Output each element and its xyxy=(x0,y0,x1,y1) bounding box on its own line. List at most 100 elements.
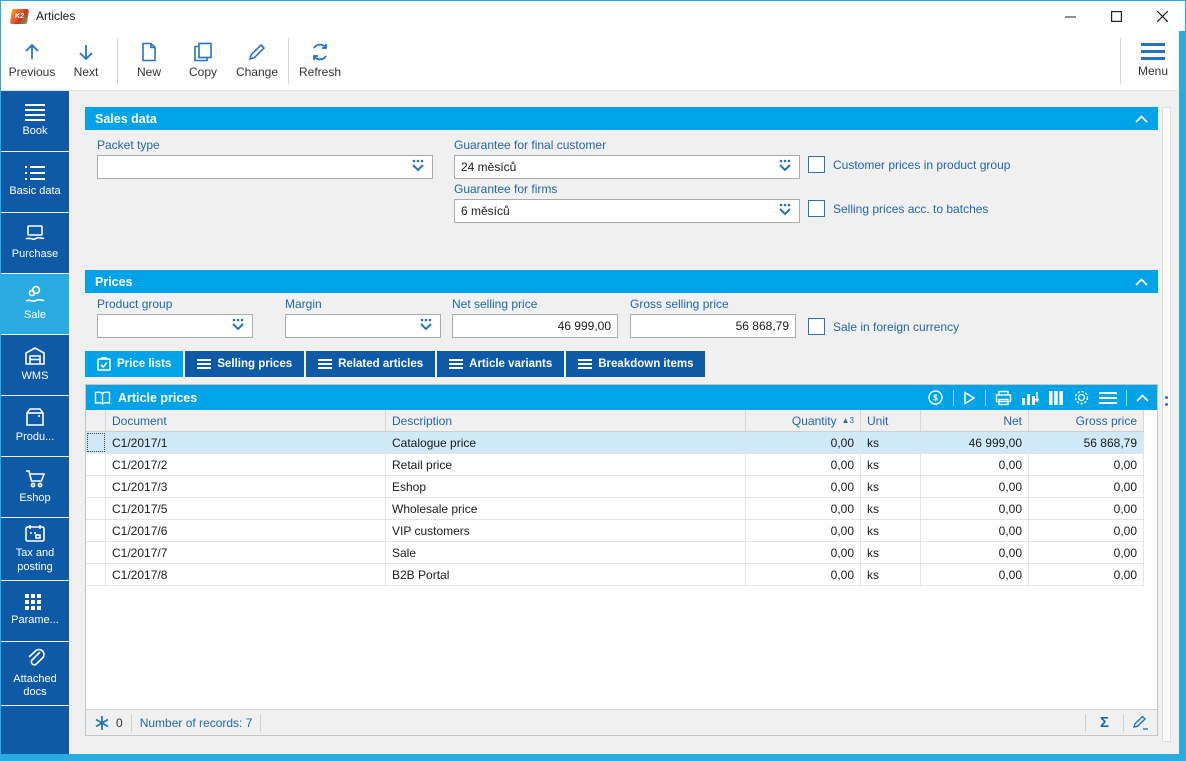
settings-gear-icon[interactable] xyxy=(1073,389,1090,406)
maximize-button[interactable] xyxy=(1093,1,1139,31)
net-selling-price-field[interactable]: 46 999,00 xyxy=(452,314,618,338)
table-row[interactable]: C1/2017/3 Eshop 0,00 ks 0,00 0,00 xyxy=(86,476,1144,498)
sum-icon[interactable]: Σ xyxy=(1099,714,1109,731)
new-button[interactable]: New xyxy=(122,35,176,87)
sidebar-item-wms[interactable]: WMS xyxy=(1,335,69,395)
splitter-dots-icon xyxy=(1165,396,1168,406)
column-header-gross[interactable]: Gross price xyxy=(1029,410,1144,431)
collapse-chevron-icon[interactable] xyxy=(1135,275,1148,289)
sales-data-header: Sales data xyxy=(85,107,1158,130)
margin-field[interactable] xyxy=(285,314,441,338)
table-row[interactable]: C1/2017/1 Catalogue price 0,00 ks 46 999… xyxy=(86,432,1144,454)
table-header-row: Document Description Quantity ▲ 3 Unit N… xyxy=(86,410,1144,432)
column-header-document[interactable]: Document xyxy=(106,410,386,431)
sidebar-item-basic-data[interactable]: Basic data xyxy=(1,152,69,212)
dropdown-icon[interactable] xyxy=(230,318,246,334)
list-icon xyxy=(449,359,464,369)
grid-status-bar: 0 Number of records: 7 Σ xyxy=(86,709,1157,735)
sidebar-item-sale[interactable]: Sale xyxy=(1,274,69,334)
table-row[interactable]: C1/2017/6 VIP customers 0,00 ks 0,00 0,0… xyxy=(86,520,1144,542)
title-bar: K2 Articles xyxy=(1,1,1185,31)
columns-icon[interactable] xyxy=(1048,390,1064,406)
box-icon xyxy=(26,408,44,426)
sidebar-item-attached-docs[interactable]: Attached docs xyxy=(1,641,69,705)
edit-pencil-icon[interactable] xyxy=(1132,715,1149,730)
sidebar-item-eshop[interactable]: Eshop xyxy=(1,457,69,517)
product-group-label: Product group xyxy=(97,297,173,311)
sidebar-item-book[interactable]: Book xyxy=(1,91,69,151)
table-row[interactable]: C1/2017/5 Wholesale price 0,00 ks 0,00 0… xyxy=(86,498,1144,520)
customer-prices-checkbox[interactable] xyxy=(808,156,825,173)
tab-related-articles[interactable]: Related articles xyxy=(306,351,436,377)
row-selector-cell[interactable] xyxy=(86,498,106,519)
detail-tabs: Price lists Selling prices Related artic… xyxy=(85,351,1185,377)
sidebar-item-tax-posting[interactable]: Tax and posting xyxy=(1,518,69,580)
guarantee-final-field[interactable]: 24 měsíců xyxy=(454,155,800,179)
next-button[interactable]: Next xyxy=(59,35,113,87)
collapse-chevron-icon[interactable] xyxy=(1136,393,1149,402)
packet-type-field[interactable] xyxy=(97,155,433,179)
dropdown-icon[interactable] xyxy=(410,159,426,175)
grid-menu-icon[interactable] xyxy=(1099,391,1117,404)
table-row[interactable]: C1/2017/2 Retail price 0,00 ks 0,00 0,00 xyxy=(86,454,1144,476)
tab-price-lists[interactable]: Price lists xyxy=(85,351,184,377)
sidebar-item-parameters[interactable]: Parame... xyxy=(1,580,69,641)
list-icon xyxy=(318,359,333,369)
grid-dots-icon xyxy=(25,593,41,610)
tab-selling-prices[interactable]: Selling prices xyxy=(185,351,305,377)
menu-button[interactable]: Menu xyxy=(1125,35,1181,87)
row-selector-cell[interactable] xyxy=(86,520,106,541)
column-header-description[interactable]: Description xyxy=(386,410,746,431)
book-menu-icon xyxy=(25,104,45,122)
main-toolbar: Previous Next New Copy Change Refresh Me… xyxy=(1,31,1185,91)
gross-selling-price-field[interactable]: 56 868,79 xyxy=(630,314,796,338)
chart-icon[interactable] xyxy=(1021,390,1039,406)
paperclip-icon xyxy=(28,648,45,666)
sale-hand-icon xyxy=(25,285,45,303)
row-selector-cell[interactable] xyxy=(86,564,106,585)
svg-text:$: $ xyxy=(933,394,938,403)
checkbox-label: Sale in foreign currency xyxy=(833,319,960,334)
dropdown-icon[interactable] xyxy=(418,318,434,334)
right-splitter-handle[interactable] xyxy=(1162,107,1171,742)
arrow-down-icon xyxy=(79,45,93,61)
column-header-quantity[interactable]: Quantity ▲ 3 xyxy=(746,410,861,431)
prices-section: Prices Product group xyxy=(85,270,1158,345)
table-empty-area xyxy=(86,586,1157,709)
minimize-button[interactable] xyxy=(1047,1,1093,31)
sidebar-item-purchase[interactable]: Purchase xyxy=(1,213,69,273)
run-icon[interactable] xyxy=(963,390,976,405)
tab-breakdown-items[interactable]: Breakdown items xyxy=(566,351,706,377)
column-header-unit[interactable]: Unit xyxy=(861,410,921,431)
guarantee-firms-field[interactable]: 6 měsíců xyxy=(454,199,800,223)
open-book-icon xyxy=(94,391,111,405)
dropdown-icon[interactable] xyxy=(777,203,793,219)
dropdown-icon[interactable] xyxy=(777,159,793,175)
change-button[interactable]: Change xyxy=(230,35,284,87)
print-icon[interactable] xyxy=(995,390,1012,406)
tab-article-variants[interactable]: Article variants xyxy=(437,351,565,377)
section-title: Sales data xyxy=(95,111,157,126)
refresh-prices-icon[interactable]: $ xyxy=(927,389,944,406)
row-selector-cell[interactable] xyxy=(86,432,106,453)
product-group-field[interactable] xyxy=(97,314,253,338)
collapse-chevron-icon[interactable] xyxy=(1135,112,1148,126)
previous-button[interactable]: Previous xyxy=(5,35,59,87)
refresh-button[interactable]: Refresh xyxy=(293,35,347,87)
checkbox-label: Selling prices acc. to batches xyxy=(833,201,989,216)
table-row[interactable]: C1/2017/7 Sale 0,00 ks 0,00 0,00 xyxy=(86,542,1144,564)
toolbar-separator xyxy=(288,37,289,84)
column-header-net[interactable]: Net xyxy=(921,410,1029,431)
copy-button[interactable]: Copy xyxy=(176,35,230,87)
sidebar-item-production[interactable]: Produ... xyxy=(1,396,69,456)
row-selector-cell[interactable] xyxy=(86,476,106,497)
close-button[interactable] xyxy=(1139,1,1185,31)
selling-prices-batches-checkbox[interactable] xyxy=(808,200,825,217)
row-selector-cell[interactable] xyxy=(86,454,106,475)
margin-label: Margin xyxy=(285,297,322,311)
foreign-currency-checkbox[interactable] xyxy=(808,318,825,335)
gross-selling-price-label: Gross selling price xyxy=(630,297,729,311)
row-selector-cell[interactable] xyxy=(86,542,106,563)
table-row[interactable]: C1/2017/8 B2B Portal 0,00 ks 0,00 0,00 xyxy=(86,564,1144,586)
